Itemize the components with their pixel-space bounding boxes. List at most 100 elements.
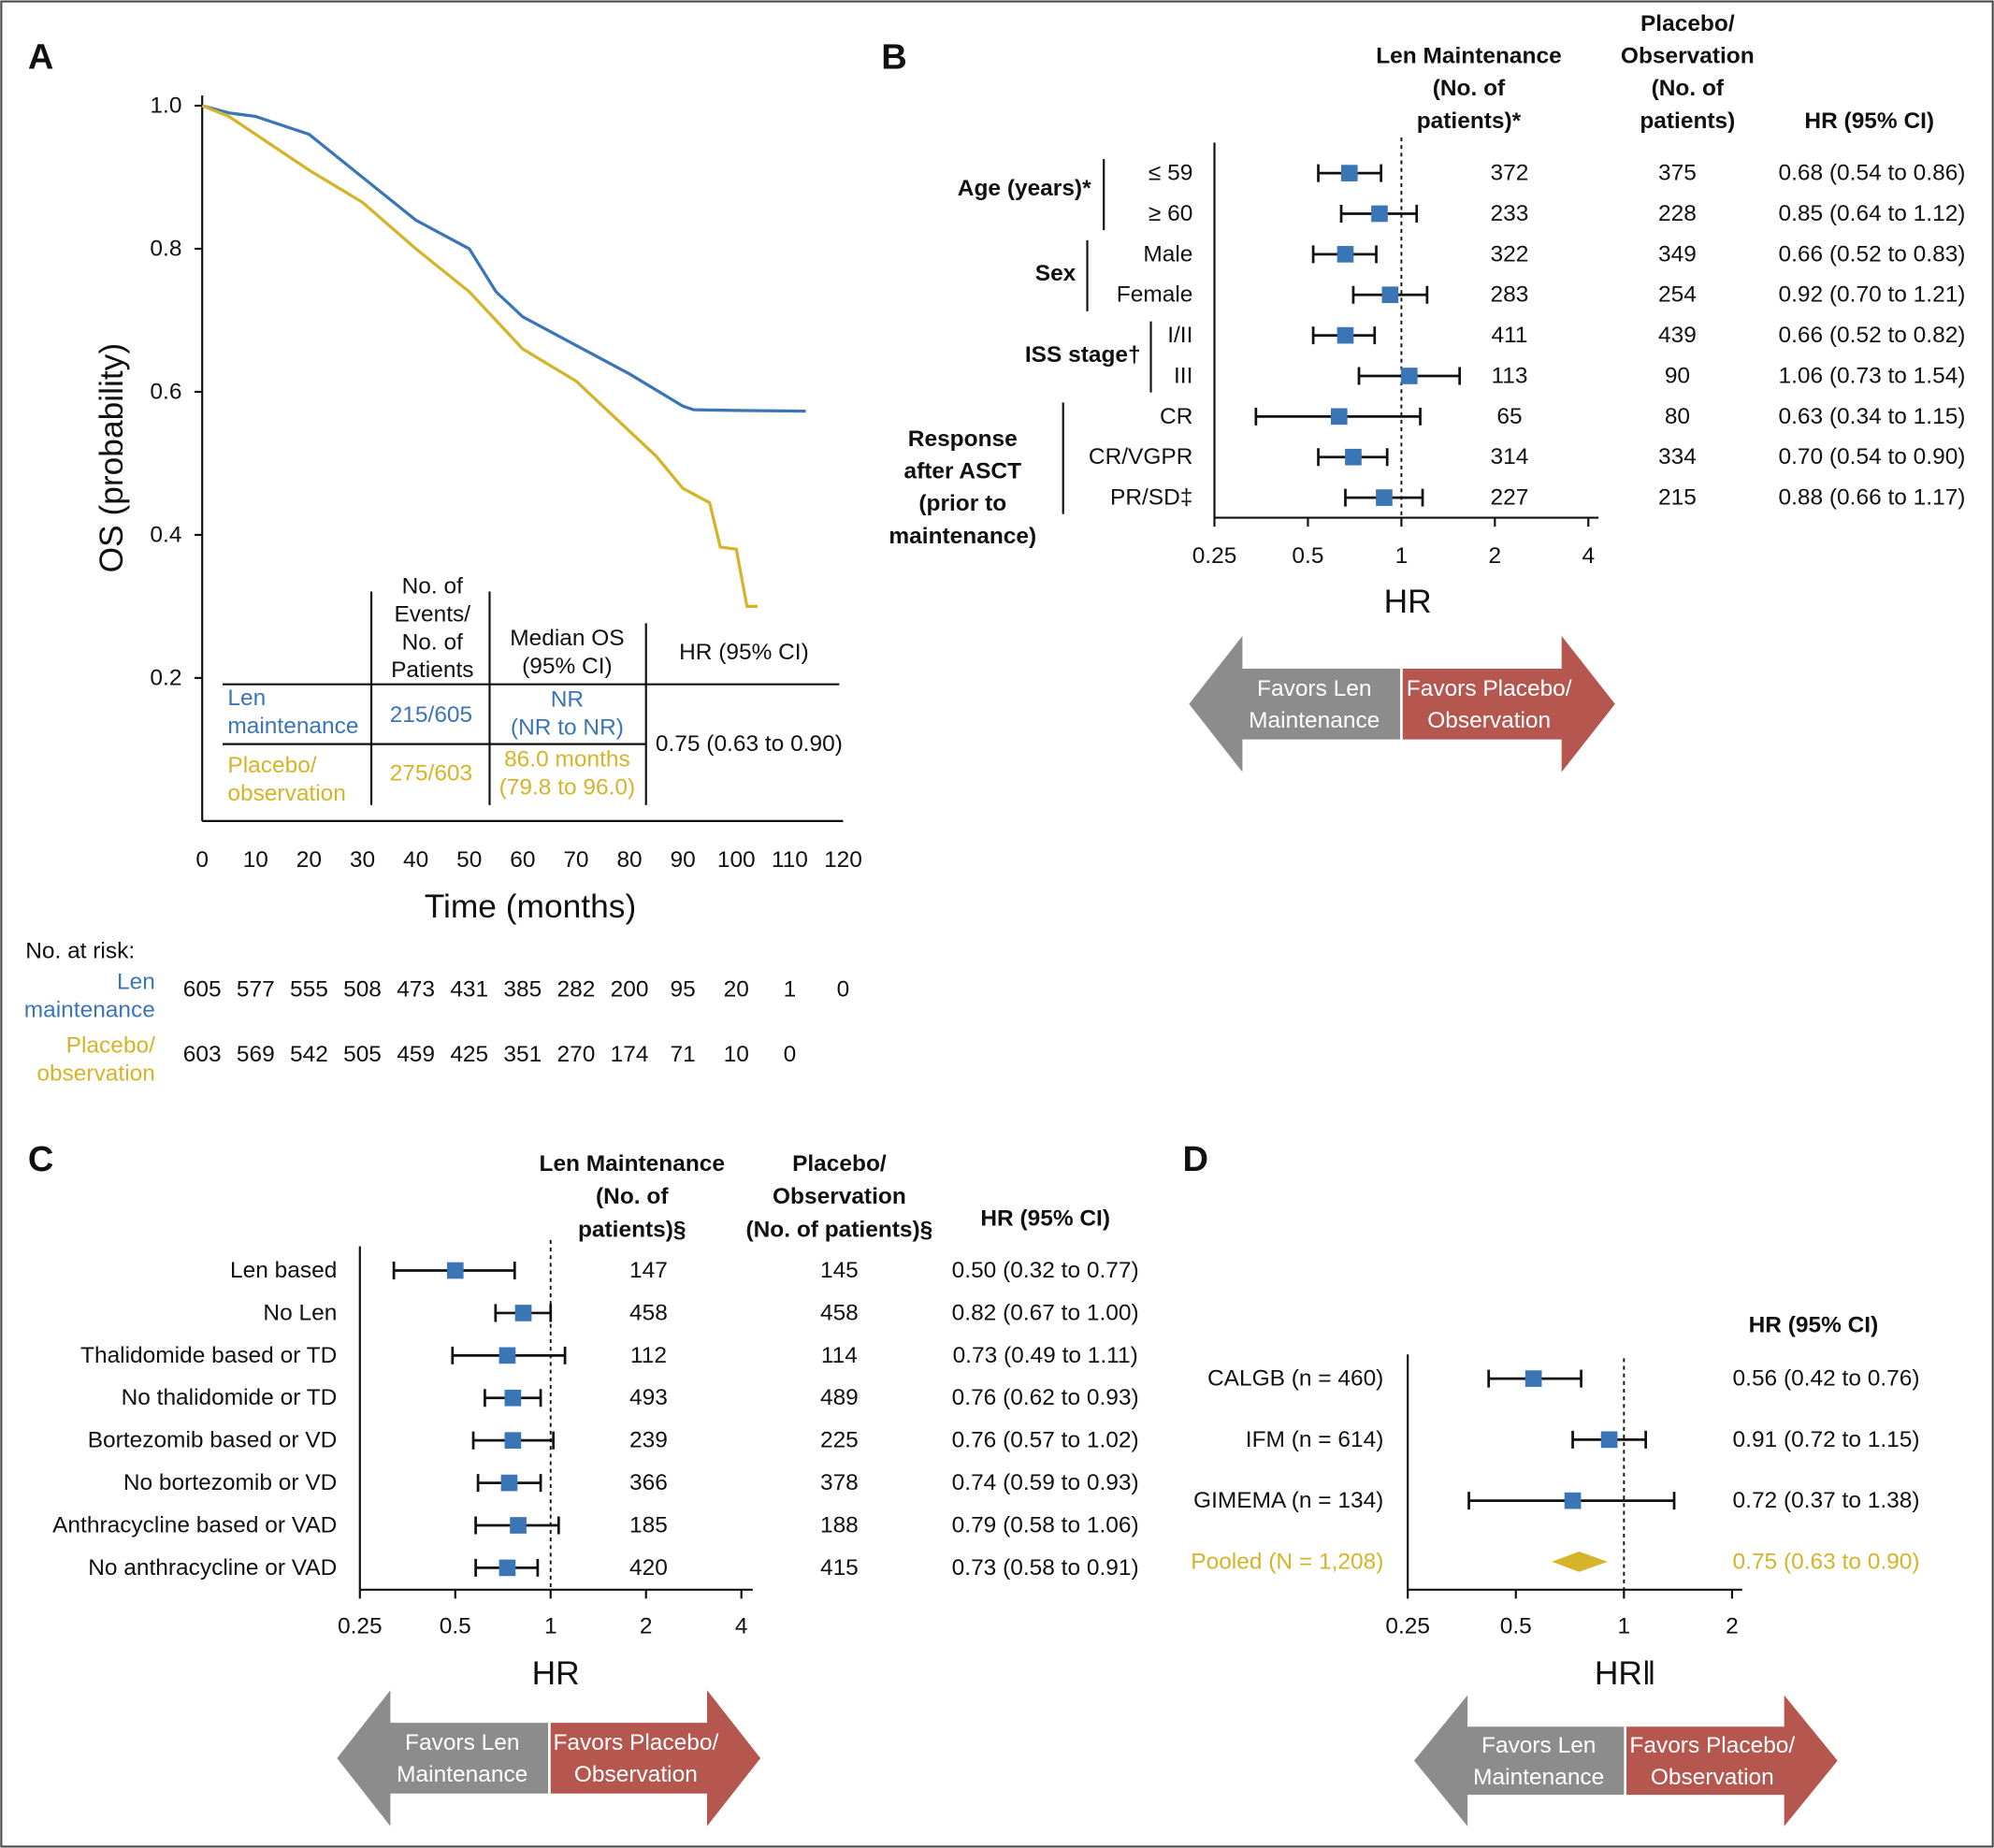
y-tick-label: 1.0	[150, 94, 181, 119]
n-placebo: 254	[1658, 282, 1697, 308]
x-axis-title: Time (months)	[425, 888, 636, 925]
favors-label: Observation	[1427, 708, 1551, 733]
x-tick-label: 30	[350, 847, 375, 873]
n-placebo: 334	[1658, 444, 1697, 469]
risk-row-label: observation	[36, 1061, 155, 1086]
table-header: (95% CI)	[522, 654, 613, 679]
table-header: Events/	[394, 601, 470, 627]
favors-label: Favors Placebo/	[1407, 676, 1572, 701]
table-cell: 86.0 months	[504, 746, 630, 772]
hr-marker	[498, 1559, 516, 1577]
group-label: Response	[908, 426, 1018, 452]
row-label: ≤ 59	[1149, 161, 1192, 186]
n-len: 493	[629, 1385, 668, 1410]
x-tick-label: 100	[717, 847, 756, 873]
hr-marker	[1524, 1370, 1542, 1387]
row-label: Anthracycline based or VAD	[52, 1512, 337, 1538]
column-header: Observation	[773, 1184, 906, 1209]
risk-count: 577	[237, 977, 275, 1003]
column-header: HR (95% CI)	[1804, 108, 1934, 134]
column-header: HR (95% CI)	[1749, 1312, 1879, 1337]
row-label: GIMEMA (n = 134)	[1193, 1488, 1383, 1513]
favors-label: Favors Placebo/	[1629, 1733, 1795, 1758]
table-row-label: Len	[227, 686, 266, 711]
favors-arrow-right	[1401, 636, 1615, 772]
x-tick-label: 40	[403, 847, 428, 873]
table-header: No. of	[402, 629, 463, 655]
x-tick-label: 1	[1395, 543, 1409, 569]
hr-label: 0.63 (0.34 to 1.15)	[1778, 404, 1965, 429]
hr-label: 0.74 (0.59 to 0.93)	[952, 1470, 1139, 1495]
column-header: patients)*	[1417, 108, 1522, 134]
n-placebo: 215	[1658, 485, 1697, 511]
hr-marker	[1564, 1492, 1582, 1509]
risk-count: 425	[450, 1042, 488, 1067]
pooled-diamond	[1552, 1552, 1608, 1572]
table-cell: (NR to NR)	[511, 715, 624, 740]
x-tick-label: 0.5	[1500, 1614, 1532, 1639]
hr-label: 0.82 (0.67 to 1.00)	[952, 1300, 1139, 1325]
n-placebo: 375	[1658, 161, 1697, 186]
table-row-label: maintenance	[227, 714, 358, 739]
risk-count: 555	[290, 977, 328, 1003]
group-label: Age (years)*	[958, 176, 1091, 201]
group-label: ISS stage†	[1025, 342, 1141, 368]
n-placebo: 145	[820, 1258, 859, 1283]
hr-marker	[1371, 205, 1388, 223]
row-label: PR/SD‡	[1110, 485, 1192, 511]
favors-arrow-left	[1413, 1695, 1626, 1826]
risk-count: 459	[397, 1042, 435, 1067]
hr-marker	[514, 1305, 532, 1321]
risk-count: 603	[183, 1042, 222, 1067]
y-tick-label: 0.6	[150, 379, 181, 404]
n-placebo: 228	[1658, 201, 1697, 226]
risk-count: 351	[503, 1042, 542, 1067]
risk-row-label: maintenance	[24, 997, 155, 1022]
risk-count: 20	[724, 977, 749, 1003]
risk-count: 505	[343, 1042, 382, 1067]
row-label: Male	[1143, 241, 1192, 267]
column-header: (No. of	[1652, 76, 1725, 101]
x-tick-label: 2	[1489, 543, 1502, 569]
n-placebo: 225	[820, 1428, 859, 1453]
table-row-label: Placebo/	[227, 753, 316, 778]
hr-label: 0.56 (0.42 to 0.76)	[1733, 1366, 1920, 1392]
x-tick-label: 90	[671, 847, 696, 873]
x-axis-title: HR	[1384, 584, 1432, 620]
n-len: 366	[629, 1470, 668, 1495]
x-tick-label: 0.25	[1192, 543, 1237, 569]
column-header: patients)§	[578, 1218, 686, 1243]
row-label: No Len	[263, 1300, 337, 1325]
risk-count: 71	[671, 1042, 696, 1067]
x-tick-label: 60	[510, 847, 535, 873]
favors-label: Maintenance	[1473, 1765, 1604, 1790]
risk-count: 431	[450, 977, 488, 1003]
favors-label: Observation	[1651, 1765, 1774, 1790]
hr-marker	[1340, 165, 1358, 181]
n-len: 420	[629, 1555, 668, 1581]
favors-arrow-right	[549, 1690, 761, 1826]
table-header: No. of	[402, 574, 463, 599]
x-tick-label: 50	[456, 847, 482, 873]
hr-marker	[504, 1389, 522, 1407]
n-len: 411	[1491, 323, 1527, 348]
risk-row-label: Placebo/	[66, 1032, 155, 1058]
x-tick-label: 0.25	[1385, 1614, 1430, 1639]
row-label: Pooled (N = 1,208)	[1191, 1549, 1383, 1574]
n-len: 113	[1491, 363, 1527, 388]
risk-count: 282	[557, 977, 596, 1003]
risk-count: 473	[397, 977, 435, 1003]
n-placebo: 80	[1665, 404, 1690, 429]
panel-label: C	[28, 1140, 54, 1179]
n-len: 227	[1491, 485, 1529, 511]
x-tick-label: 4	[1582, 543, 1595, 569]
x-tick-label: 0.25	[338, 1614, 383, 1639]
favors-label: Maintenance	[397, 1762, 527, 1787]
y-tick-label: 0.8	[150, 237, 181, 262]
row-label: Thalidomide based or TD	[80, 1343, 337, 1368]
risk-count: 542	[290, 1042, 328, 1067]
hr-marker	[1381, 286, 1399, 304]
n-placebo: 489	[820, 1385, 859, 1410]
row-label: CR/VGPR	[1089, 444, 1192, 469]
